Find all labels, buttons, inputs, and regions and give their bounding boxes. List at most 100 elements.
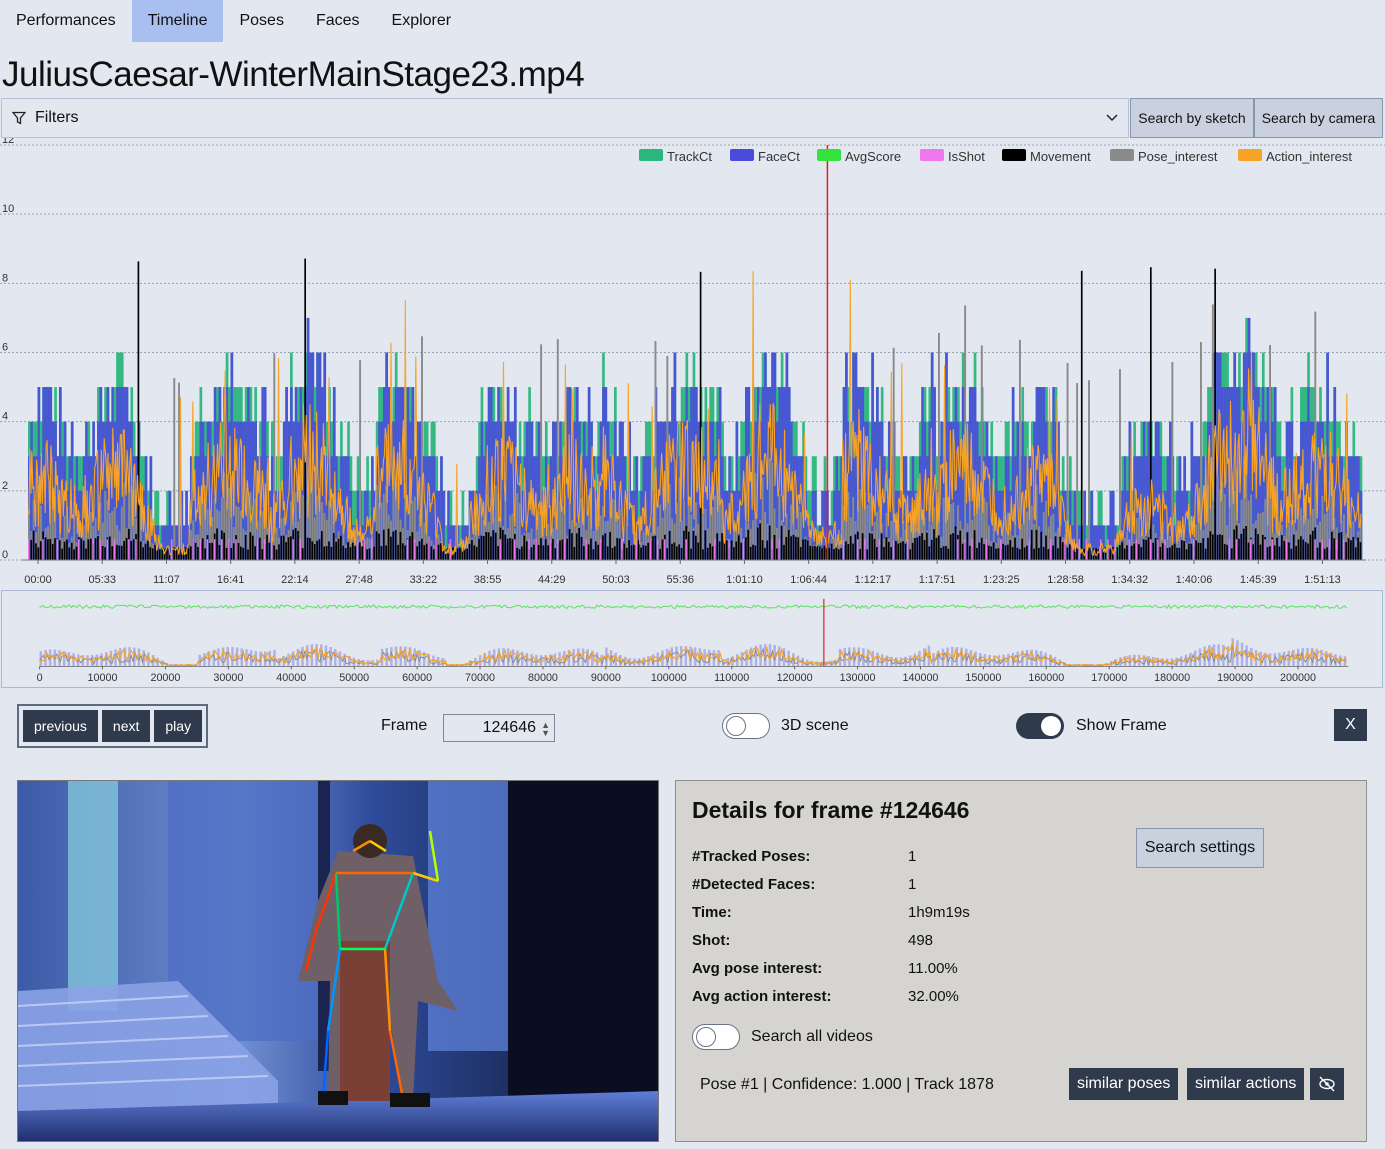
overview-facect-bar — [1114, 659, 1118, 667]
movement-bar — [254, 546, 256, 560]
overview-facect-bar — [581, 648, 585, 667]
facect-bar — [266, 456, 269, 560]
timeline-overview-chart[interactable]: 0 10000 20000 30000 40000 50000 60000 70000 8000… — [1, 590, 1383, 688]
pose-interest-bar — [563, 495, 566, 560]
facect-bar — [1202, 456, 1206, 560]
overview-facect-bar — [894, 657, 898, 667]
movement-bar — [687, 531, 690, 560]
pose-interest-bar — [139, 506, 142, 560]
x-tick-label: 1:01:10 — [726, 574, 763, 586]
legend-swatch — [1002, 149, 1026, 161]
pose-interest-bar — [928, 495, 931, 560]
movement-bar — [759, 523, 761, 560]
frame-number-input[interactable]: 124646 ▲ ▼ — [443, 714, 555, 742]
overview-facect-bar — [591, 650, 594, 667]
tab-explorer[interactable]: Explorer — [391, 12, 452, 29]
timeline-chart[interactable]: 0 2 4 6 8 10 12 00:00 05:33 11:07 16:41 22:14 27:48 3… — [0, 138, 1385, 588]
movement-bar — [1045, 535, 1047, 560]
detail-key: Shot: — [692, 932, 731, 949]
movement-bar — [237, 543, 240, 560]
facect-bar — [592, 456, 596, 560]
overview-facect-bar — [418, 650, 421, 667]
pose-interest-bar — [1230, 472, 1233, 560]
movement-bar — [516, 547, 519, 560]
facect-bar — [216, 421, 219, 560]
pose-interest-bar — [1152, 524, 1155, 560]
movement-bar — [216, 528, 218, 560]
3d-scene-toggle[interactable] — [722, 713, 770, 739]
movement-bar — [745, 537, 747, 560]
overview-facect-bar — [483, 652, 487, 667]
show-frame-toggle[interactable] — [1016, 713, 1064, 739]
legend-label: Pose_interest — [1138, 149, 1218, 164]
movement-bar — [1357, 537, 1359, 560]
search-all-videos-toggle[interactable] — [692, 1024, 740, 1050]
facect-bar — [1052, 387, 1056, 560]
overview-facect-bar — [1119, 657, 1122, 667]
movement-bar — [1261, 534, 1264, 560]
movement-bar — [473, 545, 476, 560]
movement-bar — [1204, 548, 1207, 560]
movement-bar — [368, 548, 371, 560]
movement-bar — [785, 536, 788, 560]
movement-bar — [366, 549, 368, 560]
movement-bar — [1230, 548, 1233, 560]
movement-bar — [1331, 531, 1333, 560]
pose-interest-bar — [240, 510, 242, 560]
facect-bar — [928, 421, 932, 560]
hide-pose-button[interactable] — [1310, 1068, 1344, 1100]
facect-bar — [511, 421, 515, 560]
search-by-sketch-button[interactable]: Search by sketch — [1130, 98, 1254, 138]
pose-interest-bar — [511, 513, 514, 560]
close-button[interactable]: X — [1334, 709, 1367, 741]
overview-facect-bar — [665, 648, 669, 667]
facect-bar — [1109, 490, 1113, 560]
search-settings-button[interactable]: Search settings — [1136, 828, 1264, 868]
movement-bar — [1221, 535, 1224, 560]
facect-bar — [1345, 421, 1349, 560]
movement-bar — [87, 539, 90, 560]
tab-performances[interactable]: Performances — [16, 12, 116, 29]
movement-bar — [754, 545, 757, 560]
pose-interest-bar — [937, 332, 940, 560]
filters-dropdown[interactable]: Filters — [1, 98, 1129, 138]
movement-bar — [966, 532, 969, 560]
movement-bar — [1302, 539, 1305, 560]
play-button[interactable]: play — [154, 710, 203, 742]
facect-bar — [1195, 456, 1198, 560]
facect-bar — [1011, 387, 1015, 560]
overview-x-tick-label: 60000 — [402, 672, 432, 684]
movement-bar — [533, 544, 535, 560]
search-by-camera-button[interactable]: Search by camera — [1254, 98, 1383, 138]
similar-actions-button[interactable]: similar actions — [1187, 1068, 1305, 1100]
similar-poses-button[interactable]: similar poses — [1069, 1068, 1179, 1100]
pose-interest-bar — [54, 496, 57, 560]
pose-interest-bar — [275, 527, 278, 560]
pose-interest-bar — [1197, 517, 1200, 560]
movement-bar — [597, 544, 599, 560]
tab-timeline[interactable]: Timeline — [131, 0, 224, 42]
next-button[interactable]: next — [101, 710, 151, 742]
overview-facect-bar — [268, 650, 272, 667]
pose-interest-bar — [73, 516, 76, 560]
overview-facect-bar — [1226, 646, 1230, 667]
pose-interest-bar — [342, 513, 345, 560]
previous-button[interactable]: previous — [23, 710, 98, 742]
x-tick-label: 1:28:58 — [1047, 574, 1084, 586]
facect-bar — [306, 317, 310, 560]
facect-bar — [342, 456, 346, 560]
pose-interest-bar — [1130, 516, 1133, 560]
movement-bar — [1130, 545, 1133, 560]
pose-interest-bar — [1331, 490, 1333, 560]
overview-facect-bar — [310, 644, 314, 667]
isshot-mark — [1128, 539, 1131, 560]
pose-interest-bar — [799, 512, 802, 560]
movement-bar — [325, 546, 328, 560]
facect-bar — [659, 421, 662, 560]
tab-faces[interactable]: Faces — [315, 12, 360, 29]
facect-bar — [452, 525, 455, 560]
movement-series — [28, 258, 1362, 560]
tab-poses[interactable]: Poses — [239, 12, 284, 29]
pose-interest-bar — [108, 512, 111, 560]
spinner-icon[interactable]: ▲ ▼ — [541, 720, 550, 738]
